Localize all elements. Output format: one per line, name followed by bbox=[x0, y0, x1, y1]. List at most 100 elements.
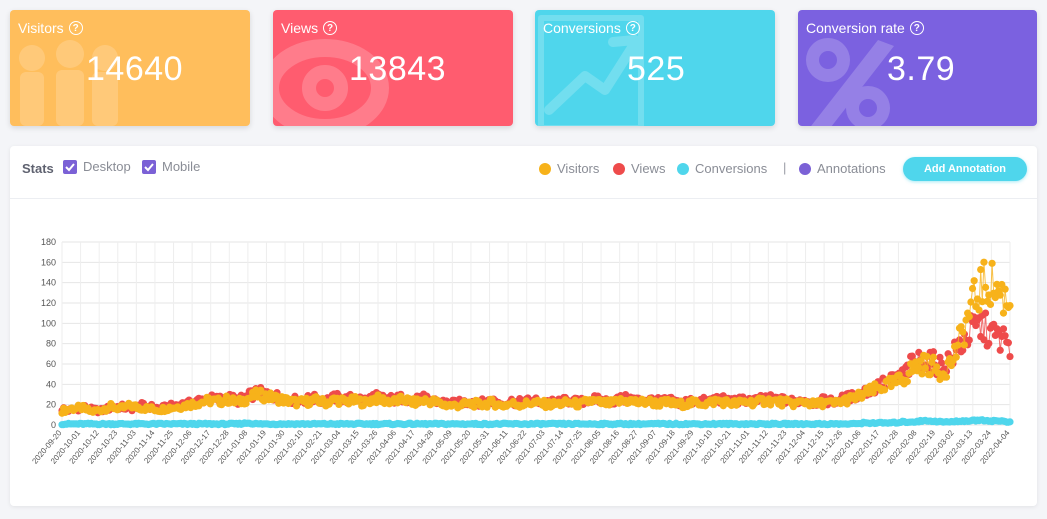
y-tick-label: 140 bbox=[41, 278, 56, 288]
add-annotation-button[interactable]: Add Annotation bbox=[903, 157, 1027, 181]
data-point-visitors bbox=[967, 298, 975, 306]
legend-conversions-label: Conversions bbox=[695, 161, 768, 176]
data-point-visitors bbox=[887, 382, 895, 391]
data-point-visitors bbox=[359, 402, 367, 410]
data-point-visitors bbox=[677, 397, 685, 405]
help-icon[interactable]: ? bbox=[323, 21, 338, 35]
conversion-rate-label: Conversion rate bbox=[806, 20, 905, 36]
data-point-visitors bbox=[965, 312, 973, 321]
data-point-visitors bbox=[335, 400, 343, 409]
data-point-visitors bbox=[952, 353, 960, 361]
data-point-views bbox=[1004, 339, 1012, 347]
data-point-visitors bbox=[926, 371, 934, 379]
visitors-dot-icon bbox=[539, 162, 551, 175]
stats-header: Stats Desktop Mobile Visitors Views Conv… bbox=[10, 146, 1037, 199]
data-point-views bbox=[972, 321, 980, 330]
card-label: Visitors ? bbox=[18, 20, 83, 36]
desktop-label: Desktop bbox=[83, 159, 131, 174]
eye-icon bbox=[273, 39, 389, 126]
data-point-views bbox=[1006, 352, 1014, 361]
legend-annotations[interactable]: Annotations bbox=[799, 161, 886, 176]
stats-line-chart: 0204060801001201401601802020-09-202020-1… bbox=[30, 237, 1014, 466]
data-point-visitors bbox=[758, 395, 767, 403]
data-point-views bbox=[981, 309, 990, 317]
data-point-views bbox=[980, 336, 988, 344]
data-point-visitors bbox=[942, 373, 951, 381]
y-tick-label: 60 bbox=[46, 359, 56, 369]
conversions-value: 525 bbox=[627, 50, 686, 88]
conversions-card: Conversions ? 525 bbox=[535, 10, 775, 126]
y-tick-label: 180 bbox=[41, 237, 56, 247]
data-point-visitors bbox=[470, 403, 478, 411]
y-tick-label: 20 bbox=[46, 400, 56, 410]
desktop-checkbox[interactable]: Desktop bbox=[63, 159, 131, 174]
checkmark-icon bbox=[142, 159, 156, 174]
checkmark-icon bbox=[63, 159, 77, 174]
data-point-visitors bbox=[1001, 285, 1009, 293]
data-point-views bbox=[999, 325, 1008, 333]
data-point-visitors bbox=[1006, 301, 1014, 310]
y-tick-label: 80 bbox=[46, 339, 56, 349]
data-point-views bbox=[996, 346, 1004, 354]
views-value: 13843 bbox=[349, 50, 447, 88]
help-icon[interactable]: ? bbox=[909, 21, 924, 35]
visitors-value: 14640 bbox=[86, 50, 184, 88]
data-point-views bbox=[1001, 332, 1009, 340]
data-point-visitors bbox=[778, 402, 786, 410]
data-point-views bbox=[929, 348, 938, 356]
conversions-dot-icon bbox=[677, 162, 689, 175]
data-point-visitors bbox=[986, 300, 995, 309]
annotations-dot-icon bbox=[799, 162, 811, 175]
data-point-visitors bbox=[921, 364, 929, 372]
legend-visitors[interactable]: Visitors bbox=[539, 161, 599, 176]
data-point-visitors bbox=[959, 328, 967, 336]
views-dot-icon bbox=[613, 162, 625, 175]
y-tick-label: 40 bbox=[46, 379, 56, 389]
stats-panel: Stats Desktop Mobile Visitors Views Conv… bbox=[10, 146, 1037, 506]
help-icon[interactable]: ? bbox=[625, 21, 640, 35]
y-tick-label: 120 bbox=[41, 298, 56, 308]
visitors-card: Visitors ? 14640 bbox=[10, 10, 250, 126]
data-point-visitors bbox=[880, 386, 889, 394]
conversion-rate-value: 3.79 bbox=[887, 50, 956, 88]
card-label: Conversions ? bbox=[543, 20, 640, 36]
legend-separator: | bbox=[783, 160, 787, 175]
data-point-visitors bbox=[988, 259, 996, 267]
data-point-visitors bbox=[903, 377, 911, 386]
card-label: Views ? bbox=[281, 20, 338, 36]
data-point-visitors bbox=[970, 277, 978, 285]
mobile-checkbox[interactable]: Mobile bbox=[142, 159, 200, 174]
data-point-visitors bbox=[915, 363, 923, 371]
data-point-views bbox=[937, 359, 946, 367]
data-point-visitors bbox=[869, 389, 877, 397]
data-point-visitors bbox=[929, 353, 938, 361]
data-point-visitors bbox=[980, 258, 988, 266]
data-point-visitors bbox=[933, 363, 941, 371]
legend-views[interactable]: Views bbox=[613, 161, 665, 176]
data-point-visitors bbox=[918, 370, 926, 378]
data-point-visitors bbox=[222, 392, 231, 400]
data-point-visitors bbox=[975, 306, 983, 314]
data-point-visitors bbox=[999, 309, 1008, 317]
stats-title: Stats bbox=[22, 161, 54, 176]
views-label: Views bbox=[281, 20, 319, 36]
data-point-visitors bbox=[923, 352, 931, 361]
percent-icon bbox=[806, 38, 894, 126]
trend-up-icon bbox=[538, 15, 644, 126]
y-tick-label: 100 bbox=[41, 318, 56, 328]
data-point-visitors bbox=[954, 341, 962, 349]
legend-annotations-label: Annotations bbox=[817, 161, 886, 176]
help-icon[interactable]: ? bbox=[68, 21, 83, 35]
mobile-label: Mobile bbox=[162, 159, 201, 174]
visitors-label: Visitors bbox=[18, 20, 64, 36]
data-point-conversions bbox=[1006, 418, 1014, 426]
legend-conversions[interactable]: Conversions bbox=[677, 161, 767, 176]
legend-views-label: Views bbox=[631, 161, 666, 176]
data-point-views bbox=[985, 339, 993, 348]
data-point-visitors bbox=[916, 357, 925, 365]
views-card: Views ? 13843 bbox=[273, 10, 513, 126]
conversions-label: Conversions bbox=[543, 20, 621, 36]
y-tick-label: 0 bbox=[51, 420, 56, 430]
data-point-visitors bbox=[981, 283, 990, 291]
data-point-visitors bbox=[960, 341, 968, 349]
